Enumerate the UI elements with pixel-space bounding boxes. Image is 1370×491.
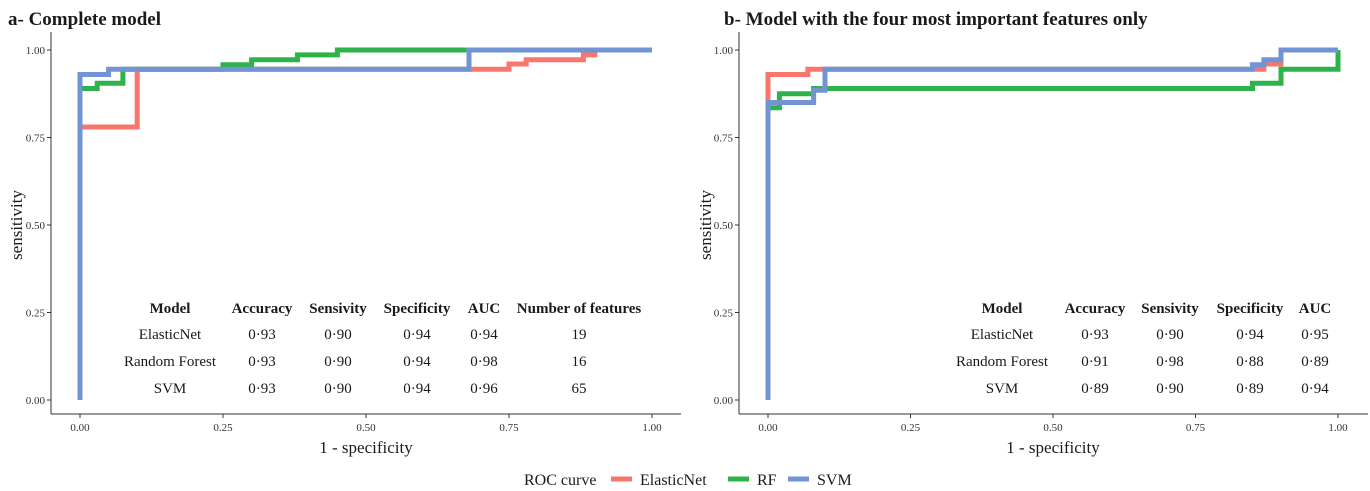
- table-cell: 19: [572, 327, 587, 343]
- table-header-sensivity: Sensivity: [1141, 301, 1199, 317]
- y-tick-label: 0.50: [714, 220, 734, 232]
- y-tick-label: 0.75: [714, 133, 734, 145]
- table-cell: 0·94: [1236, 327, 1264, 343]
- table-cell: 0·98: [470, 354, 498, 370]
- table-cell: 0·90: [1156, 381, 1184, 397]
- table-cell: ElasticNet: [971, 327, 1034, 343]
- table-cell: 0·94: [403, 354, 431, 370]
- table-cell: 0·94: [403, 327, 431, 343]
- table-cell: 0·90: [324, 354, 352, 370]
- y-tick-label: 1.00: [26, 45, 46, 57]
- y-tick-label: 1.00: [714, 45, 734, 57]
- roc-curve-rf: [77, 47, 652, 400]
- table-cell: 0·96: [470, 381, 498, 397]
- roc-curves-b: [765, 47, 1341, 400]
- table-cell: 0·89: [1236, 381, 1264, 397]
- table-cell: 0·90: [324, 327, 352, 343]
- roc-curve-elasticnet: [77, 47, 652, 400]
- table-header-auc: AUC: [1299, 301, 1332, 317]
- x-ticks-a: 0.00 0.25 0.50 0.75 1.00: [70, 414, 662, 434]
- table-cell: 0·93: [1081, 327, 1109, 343]
- y-tick-label: 0.00: [714, 395, 734, 407]
- panel-four-features-model: b- Model with the four most important fe…: [696, 9, 1368, 457]
- table-cell: 0·91: [1081, 354, 1109, 370]
- y-tick-label: 0.25: [714, 308, 734, 320]
- table-cell: 0·94: [470, 327, 498, 343]
- table-cell: ElasticNet: [139, 327, 202, 343]
- table-cell: 0·90: [1156, 327, 1184, 343]
- table-header-specificity: Specificity: [384, 301, 451, 317]
- table-header-model: Model: [982, 301, 1023, 317]
- x-axis-title-a: 1 - specificity: [319, 438, 413, 457]
- metrics-table-b: Model Accuracy Sensivity Specificity AUC Elas…: [956, 301, 1331, 397]
- table-cell: 0·93: [248, 381, 276, 397]
- legend: ROC curve ElasticNet RF SVM: [524, 472, 852, 489]
- table-header-number-of-features: Number of features: [517, 301, 642, 317]
- roc-curve-svm: [765, 47, 1338, 400]
- roc-curves-a: [77, 47, 652, 400]
- table-cell: SVM: [154, 381, 187, 397]
- roc-curve-rf: [765, 50, 1341, 400]
- table-cell: 0·93: [248, 354, 276, 370]
- table-header-auc: AUC: [468, 301, 501, 317]
- table-header-model: Model: [150, 301, 191, 317]
- table-header-specificity: Specificity: [1217, 301, 1284, 317]
- panel-complete-model: a- Complete model 0.00 0.25 0.50 0.75 1.00 0…: [7, 9, 681, 457]
- panel-title-b: b- Model with the four most important fe…: [724, 9, 1148, 30]
- y-tick-label: 0.50: [26, 220, 46, 232]
- x-tick-label: 1.00: [1328, 422, 1348, 434]
- table-header-sensivity: Sensivity: [309, 301, 367, 317]
- y-tick-label: 0.00: [26, 395, 46, 407]
- x-ticks-b: 0.00 0.25 0.50 0.75 1.00: [758, 414, 1348, 434]
- x-tick-label: 0.25: [901, 422, 921, 434]
- table-cell: 0·89: [1081, 381, 1109, 397]
- table-cell: 0·98: [1156, 354, 1184, 370]
- x-axis-title-b: 1 - specificity: [1006, 438, 1100, 457]
- table-cell: 0·94: [1301, 381, 1329, 397]
- x-tick-label: 1.00: [642, 422, 662, 434]
- x-tick-label: 0.00: [758, 422, 778, 434]
- x-tick-label: 0.00: [70, 422, 90, 434]
- table-cell: 0·89: [1301, 354, 1329, 370]
- table-cell: 0·95: [1301, 327, 1329, 343]
- table-header-accuracy: Accuracy: [232, 301, 293, 317]
- table-cell: Random Forest: [956, 354, 1049, 370]
- x-tick-label: 0.50: [1043, 422, 1063, 434]
- table-cell: 0·93: [248, 327, 276, 343]
- legend-label-svm: SVM: [817, 472, 852, 489]
- y-tick-label: 0.25: [26, 308, 46, 320]
- x-tick-label: 0.50: [356, 422, 376, 434]
- table-header-accuracy: Accuracy: [1065, 301, 1126, 317]
- y-ticks-b: 0.00 0.25 0.50 0.75 1.00: [714, 45, 739, 407]
- y-tick-label: 0.75: [26, 133, 46, 145]
- table-cell: 65: [572, 381, 587, 397]
- panel-title-a: a- Complete model: [8, 9, 161, 30]
- roc-curve-svm: [77, 47, 652, 400]
- metrics-table-a: Model Accuracy Sensivity Specificity AUC Numb…: [124, 301, 641, 397]
- y-axis-title-a: sensitivity: [7, 190, 26, 260]
- x-tick-label: 0.75: [1186, 422, 1206, 434]
- y-ticks-a: 0.00 0.25 0.50 0.75 1.00: [26, 45, 51, 407]
- x-tick-label: 0.25: [213, 422, 233, 434]
- table-cell: 0·94: [403, 381, 431, 397]
- table-cell: 0·88: [1236, 354, 1264, 370]
- legend-label-rf: RF: [757, 472, 777, 489]
- table-cell: Random Forest: [124, 354, 217, 370]
- roc-curve-elasticnet: [765, 47, 1338, 400]
- x-tick-label: 0.75: [499, 422, 519, 434]
- table-cell: 16: [572, 354, 588, 370]
- legend-label-elasticnet: ElasticNet: [640, 472, 707, 489]
- table-cell: 0·90: [324, 381, 352, 397]
- y-axis-title-b: sensitivity: [696, 190, 715, 260]
- table-cell: SVM: [986, 381, 1019, 397]
- legend-title: ROC curve: [524, 472, 596, 489]
